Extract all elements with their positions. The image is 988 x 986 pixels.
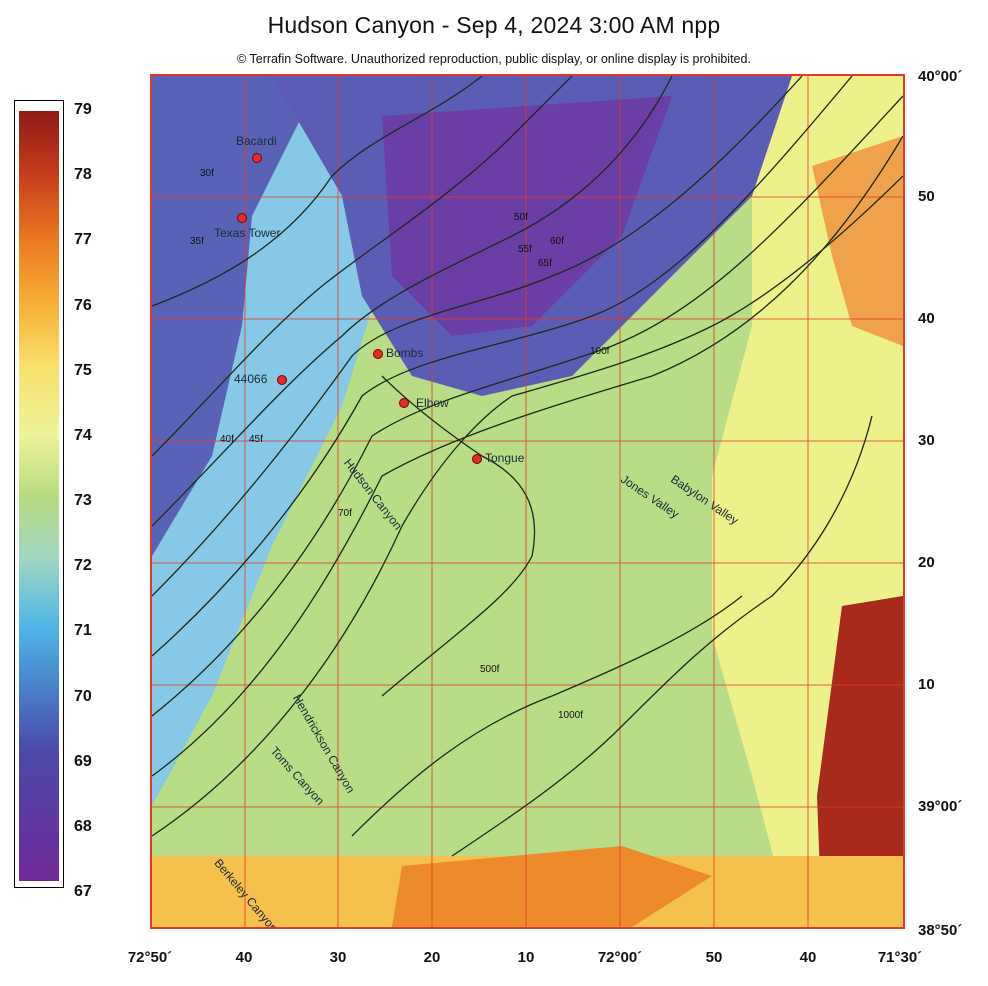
latitude-label: 50 (918, 188, 935, 205)
contour-label: 35f (190, 236, 204, 247)
longitude-label: 50 (705, 949, 723, 966)
hot-band-south-deep (392, 846, 712, 927)
contour-label: 65f (538, 258, 552, 269)
contour-label: 40f (220, 434, 234, 445)
legend-tick-label: 69 (74, 752, 92, 770)
legend-tick-label: 78 (74, 166, 92, 184)
longitude-label: 40 (799, 949, 817, 966)
station-marker-bombs[interactable] (373, 349, 383, 359)
legend-tick-label: 75 (74, 361, 92, 379)
contour-label: 50f (514, 212, 528, 223)
map-title: Hudson Canyon - Sep 4, 2024 3:00 AM npp (267, 12, 721, 38)
latitude-label: 30 (918, 432, 935, 449)
latitude-label: 40 (918, 310, 935, 327)
legend-tick-label: 72 (74, 557, 92, 575)
station-label-bombs: Bombs (386, 346, 424, 360)
station-label-elbow: Elbow (416, 396, 449, 410)
longitude-label: 30 (329, 949, 347, 966)
contour-label: 1000f (558, 710, 584, 721)
legend-tick-label: 71 (74, 622, 92, 640)
latitude-label: 40°00´ (918, 68, 963, 85)
sst-map-canvas (152, 76, 903, 927)
legend-tick-label: 68 (74, 817, 92, 835)
legend-tick-label: 70 (74, 687, 92, 705)
station-marker-tongue[interactable] (472, 454, 482, 464)
longitude-label: 40 (235, 949, 253, 966)
cold-core-north (382, 96, 672, 336)
legend-gradient (19, 111, 59, 881)
longitude-label: 72°00´ (597, 949, 643, 966)
station-label-tongue: Tongue (485, 451, 525, 465)
latitude-label: 10 (918, 676, 935, 693)
station-label-bacardi: Bacardi (236, 134, 277, 148)
longitude-label: 20 (423, 949, 441, 966)
legend-tick-label: 77 (74, 231, 92, 249)
hot-band-east (812, 136, 903, 346)
station-marker-elbow[interactable] (399, 398, 409, 408)
contour-label: 60f (550, 236, 564, 247)
latitude-label: 20 (918, 554, 935, 571)
legend-tick-label: 74 (74, 426, 92, 444)
contour-label: 70f (338, 508, 352, 519)
station-label-texas-tower: Texas Tower (214, 226, 281, 240)
hot-eddy-southeast (817, 596, 903, 927)
legend-tick-label: 76 (74, 296, 92, 314)
station-marker-texas-tower[interactable] (237, 213, 247, 223)
legend-tick-label: 79 (74, 101, 92, 118)
latitude-label: 39°00´ (918, 798, 963, 815)
cold-shelf-west (152, 76, 322, 556)
latitude-label: 38°50´ (918, 922, 963, 939)
station-marker-44066[interactable] (277, 375, 287, 385)
sst-map[interactable]: 30f 35f 40f 45f 50f 55f 60f 65f 70f 100f… (150, 74, 905, 929)
station-label-44066: 44066 (234, 372, 268, 386)
longitude-label: 71°30´ (877, 949, 923, 966)
contour-label: 500f (480, 664, 500, 675)
legend-tick-label: 73 (74, 492, 92, 509)
temperature-legend (14, 100, 64, 888)
longitude-label: 72°50´ (127, 949, 173, 966)
station-marker-bacardi[interactable] (252, 153, 262, 163)
longitude-label: 10 (517, 949, 535, 966)
bathymetry-contours (152, 76, 903, 857)
legend-tick-label: 67 (74, 883, 92, 900)
contour-label: 55f (518, 244, 532, 255)
contour-label: 30f (200, 168, 214, 179)
contour-label: 45f (249, 434, 263, 445)
contour-label: 100f (590, 346, 610, 357)
copyright-notice: © Terrafin Software. Unauthorized reprod… (237, 52, 751, 66)
